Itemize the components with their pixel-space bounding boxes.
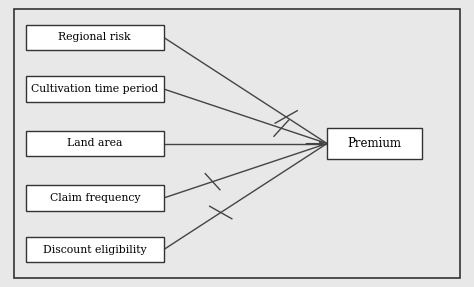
Text: Regional risk: Regional risk xyxy=(58,32,131,42)
Bar xyxy=(26,237,164,262)
Text: Premium: Premium xyxy=(347,137,401,150)
Text: Claim frequency: Claim frequency xyxy=(50,193,140,203)
Bar xyxy=(26,131,164,156)
Bar xyxy=(26,185,164,211)
Text: Cultivation time period: Cultivation time period xyxy=(31,84,158,94)
Bar xyxy=(26,25,164,50)
Text: Discount eligibility: Discount eligibility xyxy=(43,245,146,255)
Bar xyxy=(327,129,422,158)
Bar xyxy=(26,76,164,102)
Text: Land area: Land area xyxy=(67,139,122,148)
